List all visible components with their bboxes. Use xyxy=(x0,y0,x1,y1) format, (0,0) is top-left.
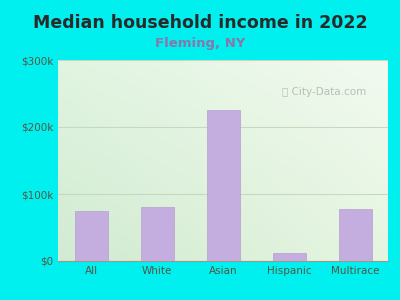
Text: Fleming, NY: Fleming, NY xyxy=(155,38,245,50)
Bar xyxy=(272,253,306,261)
Bar xyxy=(338,209,372,261)
Text: Median household income in 2022: Median household income in 2022 xyxy=(33,14,367,32)
Text: ⓒ City-Data.com: ⓒ City-Data.com xyxy=(282,87,367,97)
Bar xyxy=(206,110,240,261)
Bar xyxy=(140,207,174,261)
Bar xyxy=(74,211,108,261)
